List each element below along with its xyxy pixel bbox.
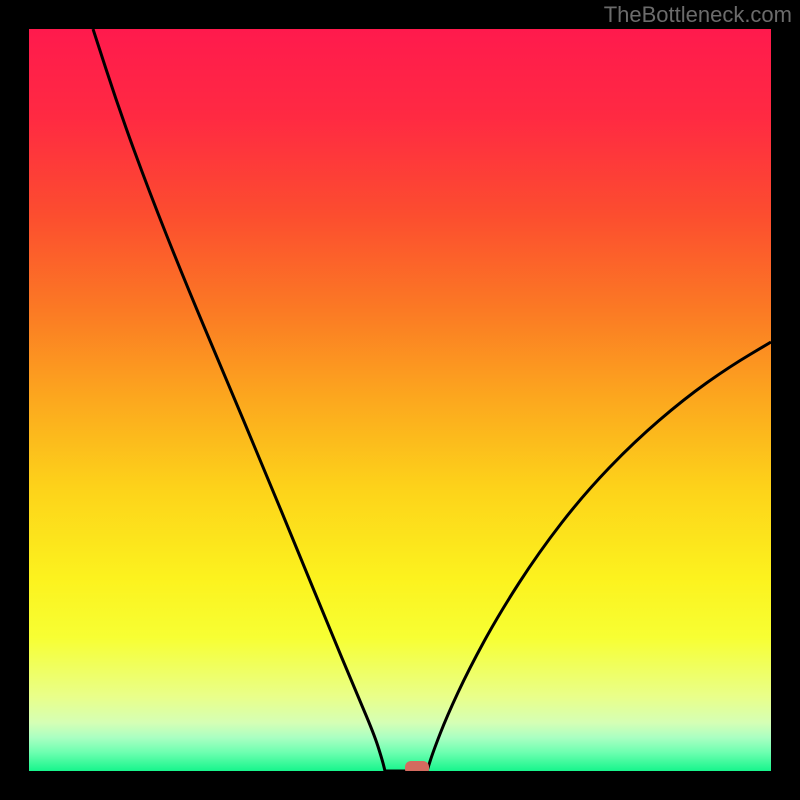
chart-container: TheBottleneck.com [0,0,800,800]
plot-background-gradient [29,29,771,771]
watermark-label: TheBottleneck.com [604,2,792,28]
bottleneck-chart [0,0,800,800]
